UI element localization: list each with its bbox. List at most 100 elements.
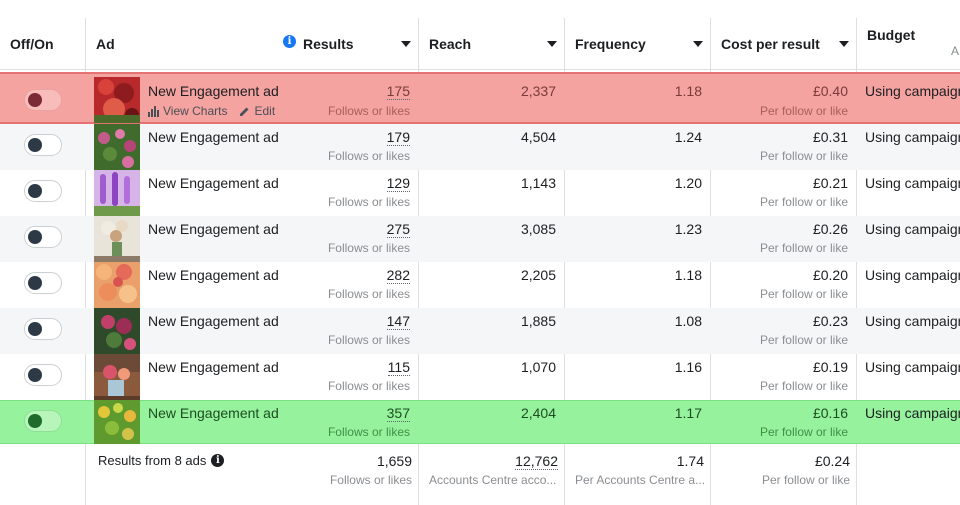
toggle-knob (28, 184, 42, 198)
ad-thumbnail[interactable] (94, 216, 140, 262)
frequency-value: 1.20 (674, 175, 702, 191)
budget-value: Using campaign (865, 405, 960, 421)
ad-toggle[interactable] (24, 272, 62, 294)
table-row[interactable]: New Engagement ad 275 Follows or likes 3… (0, 216, 960, 262)
ad-toggle[interactable] (24, 410, 62, 432)
table-row[interactable]: New Engagement ad View Charts Edit 175 F… (0, 72, 960, 124)
column-header-ad[interactable]: Ad (96, 35, 115, 52)
frequency-value: 1.17 (674, 405, 702, 421)
summary-reach-subtext: Accounts Centre acco... (429, 473, 557, 487)
cost-value: £0.20 (812, 267, 848, 283)
row-actions: View Charts Edit (148, 104, 275, 118)
cost-value: £0.21 (812, 175, 848, 191)
cost-value: £0.19 (812, 359, 848, 375)
edit-link[interactable]: Edit (239, 104, 275, 118)
results-subtext: Follows or likes (327, 104, 410, 118)
results-value[interactable]: 147 (386, 313, 410, 330)
results-value[interactable]: 129 (386, 175, 410, 192)
results-sort-caret-icon[interactable] (401, 41, 411, 47)
frequency-sort-caret-icon[interactable] (693, 41, 703, 47)
summary-results-value: 1,659 (376, 453, 412, 469)
edit-label: Edit (254, 104, 276, 118)
cost-subtext: Per follow or like (759, 379, 848, 393)
cost-subtext: Per follow or like (759, 241, 848, 255)
frequency-value: 1.16 (674, 359, 702, 375)
column-header-budget[interactable]: Budget (867, 27, 916, 43)
ad-toggle[interactable] (24, 180, 62, 202)
ad-toggle[interactable] (24, 364, 62, 386)
budget-value: Using campaign (865, 313, 960, 329)
reach-value: 1,143 (520, 175, 556, 191)
ad-name[interactable]: New Engagement ad (148, 313, 279, 329)
results-value[interactable]: 179 (386, 129, 410, 146)
reach-value: 2,404 (520, 405, 556, 421)
budget-value: Using campaign (865, 359, 960, 375)
table-row[interactable]: New Engagement ad 282 Follows or likes 2… (0, 262, 960, 308)
cost-subtext: Per follow or like (759, 287, 848, 301)
ad-toggle[interactable] (24, 89, 62, 111)
cost-value: £0.23 (812, 313, 848, 329)
reach-value: 2,205 (520, 267, 556, 283)
table-row[interactable]: New Engagement ad 147 Follows or likes 1… (0, 308, 960, 354)
ad-thumbnail[interactable] (94, 262, 140, 308)
cost-sort-caret-icon[interactable] (839, 41, 849, 47)
ad-thumbnail[interactable] (94, 308, 140, 354)
bar-chart-icon (148, 105, 159, 117)
results-value[interactable]: 115 (387, 359, 410, 376)
ad-toggle[interactable] (24, 134, 62, 156)
ad-toggle[interactable] (24, 318, 62, 340)
summary-label: Results from 8 ads (98, 453, 207, 468)
budget-header-sub: A (951, 44, 960, 58)
frequency-value: 1.18 (674, 83, 702, 99)
ad-name[interactable]: New Engagement ad (148, 175, 279, 191)
ad-name[interactable]: New Engagement ad (148, 129, 279, 145)
reach-value: 2,337 (520, 83, 556, 99)
toggle-knob (28, 368, 42, 382)
results-info-icon[interactable]: i (283, 35, 296, 48)
summary-cost-value: £0.24 (814, 453, 850, 469)
ad-thumbnail[interactable] (94, 77, 140, 123)
results-value[interactable]: 175 (386, 83, 410, 100)
ad-name[interactable]: New Engagement ad (148, 359, 279, 375)
reach-sort-caret-icon[interactable] (547, 41, 557, 47)
ad-thumbnail[interactable] (94, 124, 140, 170)
cost-subtext: Per follow or like (759, 195, 848, 209)
reach-value: 1,070 (520, 359, 556, 375)
toggle-knob (28, 322, 42, 336)
ad-name[interactable]: New Engagement ad (148, 83, 279, 99)
results-subtext: Follows or likes (327, 241, 410, 255)
ad-thumbnail[interactable] (94, 170, 140, 216)
summary-info-icon[interactable]: i (211, 454, 225, 467)
table-row[interactable]: New Engagement ad 357 Follows or likes 2… (0, 400, 960, 444)
cost-subtext: Per follow or like (759, 104, 848, 118)
column-header-results[interactable]: Results (303, 35, 354, 52)
column-header-off-on[interactable]: Off/On (10, 35, 54, 52)
ad-name[interactable]: New Engagement ad (148, 267, 279, 283)
ad-name[interactable]: New Engagement ad (148, 221, 279, 237)
ad-thumbnail[interactable] (94, 400, 140, 444)
results-value[interactable]: 282 (386, 267, 410, 284)
ad-toggle[interactable] (24, 226, 62, 248)
results-subtext: Follows or likes (327, 195, 410, 209)
frequency-value: 1.08 (674, 313, 702, 329)
results-value[interactable]: 275 (386, 221, 410, 238)
cost-value: £0.40 (812, 83, 848, 99)
reach-value: 1,885 (520, 313, 556, 329)
summary-reach-value[interactable]: 12,762 (515, 453, 558, 470)
ad-thumbnail[interactable] (94, 354, 140, 400)
table-row[interactable]: New Engagement ad 115 Follows or likes 1… (0, 354, 960, 400)
results-subtext: Follows or likes (327, 333, 410, 347)
column-header-frequency[interactable]: Frequency (575, 35, 646, 52)
table-row[interactable]: New Engagement ad 129 Follows or likes 1… (0, 170, 960, 216)
budget-value: Using campaign (865, 175, 960, 191)
column-header-cost-per-result[interactable]: Cost per result (721, 35, 820, 52)
budget-value: Using campaign (865, 267, 960, 283)
results-subtext: Follows or likes (327, 287, 410, 301)
cost-subtext: Per follow or like (759, 333, 848, 347)
table-row[interactable]: New Engagement ad 179 Follows or likes 4… (0, 124, 960, 170)
ad-name[interactable]: New Engagement ad (148, 405, 279, 421)
view-charts-link[interactable]: View Charts (148, 104, 227, 118)
results-value[interactable]: 357 (386, 405, 410, 422)
column-header-reach[interactable]: Reach (429, 35, 472, 52)
